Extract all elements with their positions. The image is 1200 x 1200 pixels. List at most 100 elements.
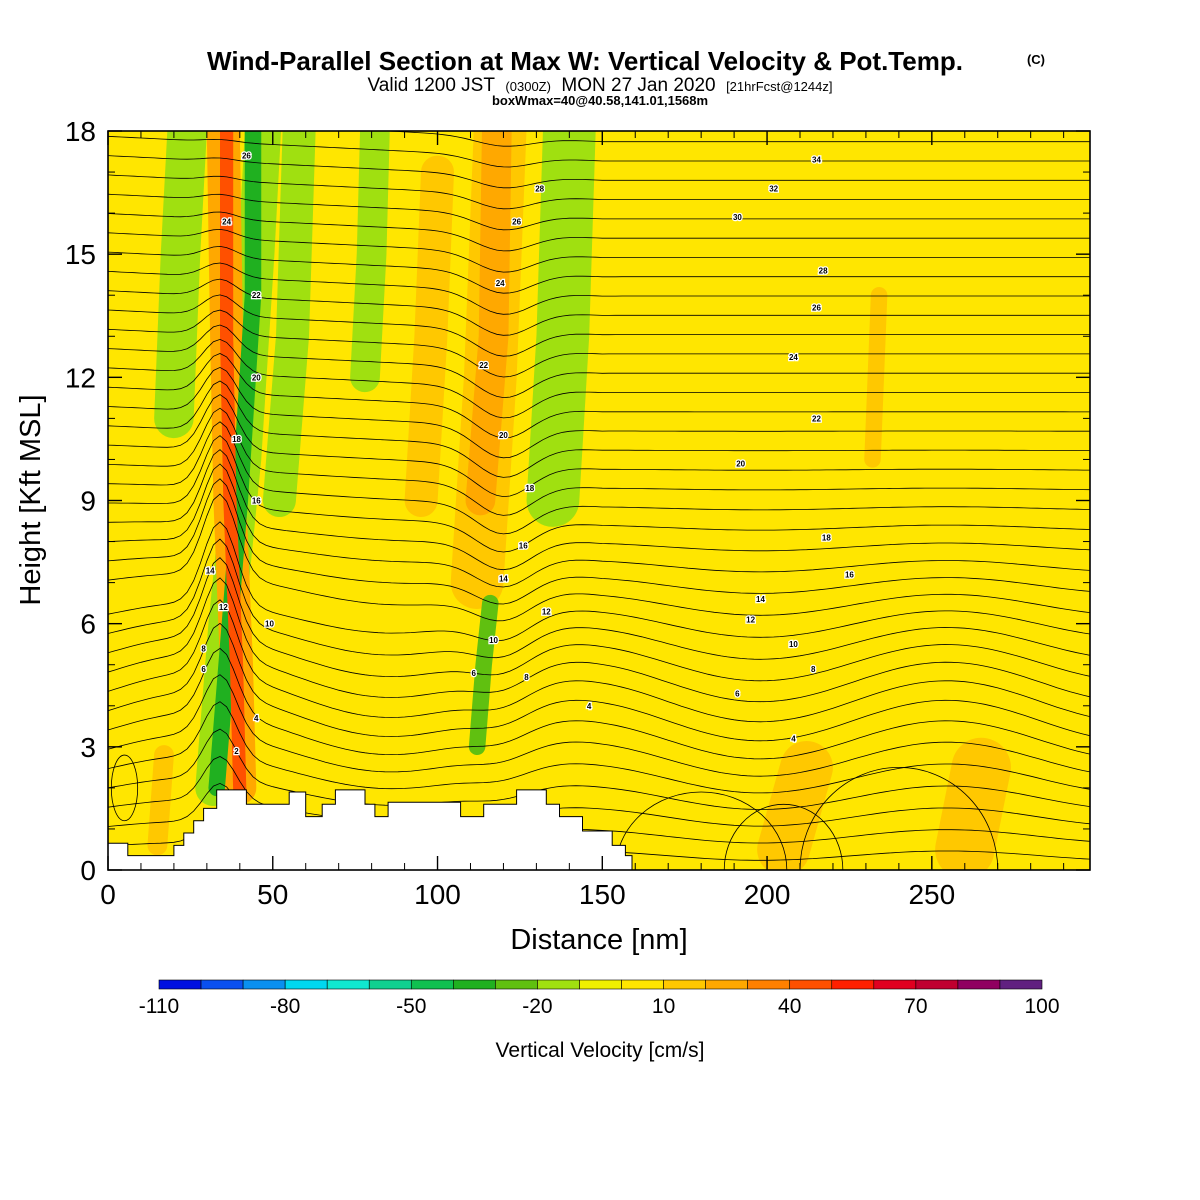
theta-contour-label: 24 bbox=[222, 217, 231, 226]
vertical-velocity-shading bbox=[108, 131, 1090, 870]
theta-contour-line bbox=[108, 577, 1090, 703]
theta-contour-line bbox=[108, 211, 1090, 252]
updraft-band bbox=[757, 741, 833, 870]
terrain-mask bbox=[108, 789, 633, 870]
colorbar-swatch bbox=[999, 979, 1043, 990]
colorbar-tick-label: 70 bbox=[904, 995, 927, 1018]
theta-contour-label: 24 bbox=[789, 353, 798, 362]
theta-contour-line bbox=[108, 407, 1090, 516]
updraft-band bbox=[404, 155, 454, 517]
colorbar-swatch bbox=[663, 979, 706, 990]
y-tick-label: 0 bbox=[80, 855, 96, 886]
theta-contour-label: 16 bbox=[845, 570, 854, 579]
y-tick-label: 15 bbox=[65, 239, 96, 270]
theta-contour-line bbox=[108, 674, 1090, 777]
theta-contour-line bbox=[108, 421, 1090, 535]
colorbar-swatch bbox=[705, 979, 748, 990]
theta-contour-label: 4 bbox=[791, 735, 796, 744]
x-tick-label: 100 bbox=[414, 879, 461, 910]
theta-contour-label: 8 bbox=[524, 673, 529, 682]
theta-contour-label: 20 bbox=[736, 460, 745, 469]
theta-contour-line bbox=[108, 262, 1090, 315]
colorbar-swatch bbox=[326, 979, 370, 990]
theta-contour-line bbox=[108, 521, 1090, 642]
chart-title: Wind-Parallel Section at Max W: Vertical… bbox=[207, 46, 963, 76]
colorbar-swatch bbox=[957, 979, 1001, 990]
box-wmax-info: boxWmax=40@40.58,141.01,1568m bbox=[492, 93, 708, 108]
theta-contour-line bbox=[108, 622, 1090, 742]
theta-contour-line bbox=[108, 449, 1090, 571]
theta-contour-line bbox=[108, 728, 1090, 810]
downdraft-band bbox=[154, 131, 207, 439]
theta-contour-label: 26 bbox=[242, 152, 251, 161]
theta-contour-label: 18 bbox=[232, 435, 241, 444]
downdraft-band bbox=[468, 594, 499, 756]
theta-contour-label: 18 bbox=[822, 533, 831, 542]
x-axis-label: Distance [nm] bbox=[510, 924, 687, 956]
colorbar-swatch bbox=[873, 979, 917, 990]
theta-contour-label: 6 bbox=[201, 665, 206, 674]
theta-contour-label: 22 bbox=[479, 361, 488, 370]
downdraft-band bbox=[262, 131, 316, 517]
theta-contour-line bbox=[108, 353, 1090, 439]
theta-contour-line bbox=[108, 193, 1090, 231]
theta-contour-line bbox=[108, 557, 1090, 682]
colorbar-tick-label: -50 bbox=[396, 995, 426, 1018]
theta-contour-line bbox=[108, 493, 1090, 622]
colorbar-swatch bbox=[158, 979, 202, 990]
valid-time-line: Valid 1200 JST (0300Z) MON 27 Jan 2020 [… bbox=[368, 75, 833, 96]
theta-contour-line bbox=[108, 538, 1090, 660]
potential-temperature-contours bbox=[108, 131, 1090, 870]
theta-contour-line bbox=[108, 599, 1090, 723]
theta-contour-cell bbox=[615, 791, 788, 870]
colorbar-swatch bbox=[495, 979, 538, 990]
theta-contour-label: 16 bbox=[252, 497, 261, 506]
updraft-band bbox=[465, 131, 512, 516]
theta-contour-line bbox=[108, 463, 1090, 588]
downdraft-band bbox=[350, 131, 390, 393]
colorbar-swatch bbox=[284, 979, 328, 990]
updraft-band bbox=[220, 131, 247, 799]
y-tick-label: 3 bbox=[80, 732, 96, 763]
colorbar: -110 -80 -50 -20 10 40 70 100 bbox=[139, 979, 1060, 1018]
theta-contour-line bbox=[108, 647, 1090, 760]
theta-contour-label: 30 bbox=[733, 213, 742, 222]
theta-contour-label: 34 bbox=[812, 156, 821, 165]
theta-contour-label: 2 bbox=[234, 747, 239, 756]
theta-contour-label: 10 bbox=[489, 636, 498, 645]
colorbar-swatch bbox=[579, 979, 622, 990]
colorbar-swatch bbox=[915, 979, 959, 990]
x-tick-label: 200 bbox=[744, 879, 791, 910]
colorbar-tick-label: -110 bbox=[139, 995, 179, 1018]
updraft-band bbox=[147, 745, 174, 856]
forecast-info: [21hrFcst@1244z] bbox=[726, 79, 832, 94]
theta-contour-label: 18 bbox=[525, 484, 534, 493]
theta-contour-label: 10 bbox=[265, 620, 274, 629]
x-tick-label: 250 bbox=[908, 879, 955, 910]
theta-contour-line bbox=[108, 228, 1090, 273]
colorbar-label: Vertical Velocity [cm/s] bbox=[496, 1039, 705, 1062]
theta-contour-label: 4 bbox=[587, 702, 592, 711]
colorbar-swatch bbox=[368, 979, 412, 990]
colorbar-tick-label: -80 bbox=[270, 995, 300, 1018]
theta-contour-line bbox=[108, 435, 1090, 553]
x-tick-label: 0 bbox=[100, 879, 116, 910]
colorbar-swatch bbox=[621, 979, 664, 990]
theta-contour-label: 8 bbox=[201, 644, 206, 653]
colorbar-tick-label: 100 bbox=[1024, 995, 1059, 1018]
theta-contour-line bbox=[108, 174, 1090, 210]
chart-title-tag: (C) bbox=[1027, 52, 1045, 67]
updraft-band bbox=[864, 286, 888, 468]
colorbar-swatch bbox=[747, 979, 791, 990]
colorbar-swatch bbox=[537, 979, 580, 990]
colorbar-swatch bbox=[242, 979, 286, 990]
valid-time: Valid 1200 JST bbox=[368, 75, 496, 96]
theta-contour-line bbox=[108, 245, 1090, 294]
theta-contour-label: 32 bbox=[769, 184, 778, 193]
theta-contour-label: 10 bbox=[789, 640, 798, 649]
colorbar-tick-label: -20 bbox=[522, 995, 552, 1018]
theta-contour-label: 26 bbox=[512, 217, 521, 226]
downdraft-band bbox=[526, 131, 596, 527]
theta-contour-label: 28 bbox=[535, 184, 544, 193]
